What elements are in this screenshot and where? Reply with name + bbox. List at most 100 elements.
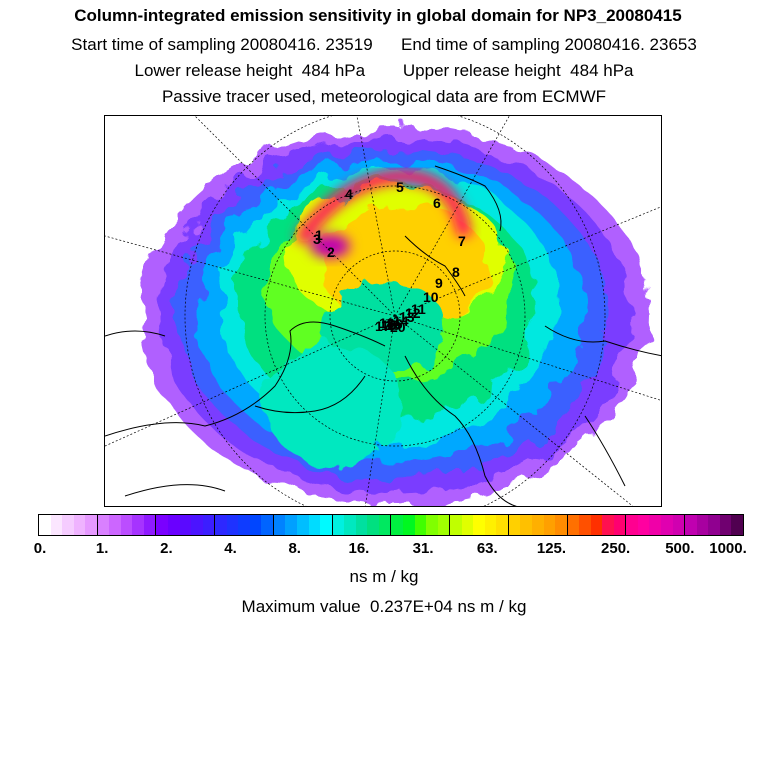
colorbar-cell bbox=[355, 515, 368, 535]
colorbar-cell bbox=[496, 515, 509, 535]
colorbar-cell bbox=[109, 515, 121, 535]
colorbar-cell bbox=[450, 515, 462, 535]
colorbar-cell bbox=[156, 515, 169, 535]
tracer-info: Passive tracer used, meteorological data… bbox=[161, 87, 607, 106]
colorbar-cell bbox=[520, 515, 532, 535]
cluster-label-6: 6 bbox=[433, 195, 441, 211]
colorbar-cell bbox=[402, 515, 415, 535]
cluster-label-18: 18 bbox=[379, 315, 395, 331]
emission-sensitivity-map: 1 2 3 4 5 6 7 8 9 10 11 12 13 14 15 16 1… bbox=[104, 115, 662, 507]
cluster-label-9: 9 bbox=[435, 275, 443, 291]
colorbar-tick-label: 16. bbox=[348, 540, 370, 557]
colorbar-tick-label: 0. bbox=[33, 540, 47, 557]
colorbar-cell bbox=[179, 515, 192, 535]
colorbar-cell bbox=[437, 515, 451, 535]
cluster-label-7: 7 bbox=[458, 233, 466, 249]
cluster-label-16: 16 bbox=[381, 317, 397, 333]
maximum-band bbox=[294, 168, 472, 258]
colorbar-tick-label: 1000. bbox=[709, 540, 747, 557]
colorbar-cell bbox=[238, 515, 250, 535]
colorbar-cell bbox=[414, 515, 427, 535]
colorbar-cell bbox=[696, 515, 709, 535]
trajectory-labels: 1 2 3 4 5 6 7 8 9 10 11 12 13 14 15 16 1… bbox=[313, 179, 466, 335]
colorbar-cell bbox=[378, 515, 392, 535]
colorbar-cell bbox=[226, 515, 239, 535]
cluster-label-5: 5 bbox=[396, 179, 404, 195]
colorbar-cell bbox=[637, 515, 650, 535]
colorbar-cell bbox=[297, 515, 309, 535]
colorbar-cell bbox=[143, 515, 157, 535]
colorbar-cell bbox=[97, 515, 110, 535]
colorbar-cell bbox=[132, 515, 144, 535]
colorbar-cell bbox=[39, 515, 51, 535]
colorbar-cell bbox=[473, 515, 485, 535]
colorbar-cell bbox=[168, 515, 180, 535]
colorbar-cell bbox=[649, 515, 661, 535]
colorbar-cell bbox=[672, 515, 686, 535]
cluster-label-14: 14 bbox=[393, 313, 409, 329]
graticule bbox=[105, 116, 661, 506]
colorbar-cell bbox=[685, 515, 697, 535]
cluster-label-10: 10 bbox=[423, 289, 439, 305]
colorbar-cell bbox=[626, 515, 638, 535]
colorbar-cell bbox=[660, 515, 673, 535]
colorbar-cell bbox=[367, 515, 379, 535]
colorbar-cell bbox=[320, 515, 333, 535]
colorbar-cell bbox=[191, 515, 203, 535]
colorbar-cell bbox=[215, 515, 227, 535]
cluster-label-20: 20 bbox=[390, 319, 406, 335]
colorbar-cell bbox=[249, 515, 262, 535]
colorbar-cell bbox=[731, 515, 743, 535]
colorbar-cell bbox=[62, 515, 74, 535]
colorbar-tick-label: 63. bbox=[476, 540, 498, 557]
cluster-label-13: 13 bbox=[399, 309, 415, 325]
release-heights: Lower release height 484 hPa Upper relea… bbox=[134, 61, 634, 80]
colorbar-cell bbox=[708, 515, 720, 535]
colorbar-cell bbox=[85, 515, 98, 535]
cluster-label-4: 4 bbox=[345, 186, 353, 202]
colorbar-cell bbox=[202, 515, 216, 535]
colorbar-cell bbox=[461, 515, 474, 535]
colorbar-cell bbox=[332, 515, 345, 535]
colorbar-tick-label: 31. bbox=[412, 540, 434, 557]
cluster-label-15: 15 bbox=[387, 316, 403, 332]
cluster-label-12: 12 bbox=[405, 305, 421, 321]
polar-map-svg: 1 2 3 4 5 6 7 8 9 10 11 12 13 14 15 16 1… bbox=[105, 116, 661, 506]
colorbar-tick-label: 8. bbox=[288, 540, 301, 557]
sensitivity-field bbox=[140, 126, 650, 506]
colorbar-cell bbox=[579, 515, 591, 535]
colorbar bbox=[38, 514, 744, 536]
cluster-label-1: 1 bbox=[315, 227, 323, 243]
colorbar-cell bbox=[50, 515, 63, 535]
colorbar-cell bbox=[590, 515, 603, 535]
cluster-label-8: 8 bbox=[452, 264, 460, 280]
colorbar-tick-label: 250. bbox=[601, 540, 631, 557]
colorbar-tick-label: 1. bbox=[95, 540, 109, 557]
colorbar-tick-label: 500. bbox=[665, 540, 695, 557]
colorbar-cell bbox=[261, 515, 274, 535]
colorbar-cell bbox=[555, 515, 568, 535]
colorbar-cell bbox=[73, 515, 86, 535]
colorbar-cell bbox=[273, 515, 286, 535]
colorbar-cell bbox=[613, 515, 627, 535]
colorbar-cell bbox=[426, 515, 438, 535]
cluster-label-19: 19 bbox=[385, 317, 401, 333]
colorbar-cell bbox=[120, 515, 133, 535]
coastlines bbox=[105, 165, 661, 506]
colorbar-cell bbox=[508, 515, 521, 535]
colorbar-tick-label: 4. bbox=[224, 540, 237, 557]
colorbar-units: ns m / kg bbox=[349, 567, 419, 586]
sampling-times: Start time of sampling 20080416. 23519 E… bbox=[71, 35, 697, 54]
colorbar-cell bbox=[344, 515, 356, 535]
cluster-label-11: 11 bbox=[411, 301, 426, 317]
colorbar-cell bbox=[391, 515, 403, 535]
colorbar-cell bbox=[543, 515, 556, 535]
colorbar-cell bbox=[567, 515, 580, 535]
cluster-label-3: 3 bbox=[313, 231, 321, 247]
colorbar-cell bbox=[484, 515, 497, 535]
cluster-label-2: 2 bbox=[327, 244, 335, 260]
colorbar-cell bbox=[719, 515, 732, 535]
colorbar-tick-label: 2. bbox=[160, 540, 173, 557]
plot-title: Column-integrated emission sensitivity i… bbox=[74, 6, 682, 25]
maximum-value: Maximum value 0.237E+04 ns m / kg bbox=[241, 597, 527, 616]
